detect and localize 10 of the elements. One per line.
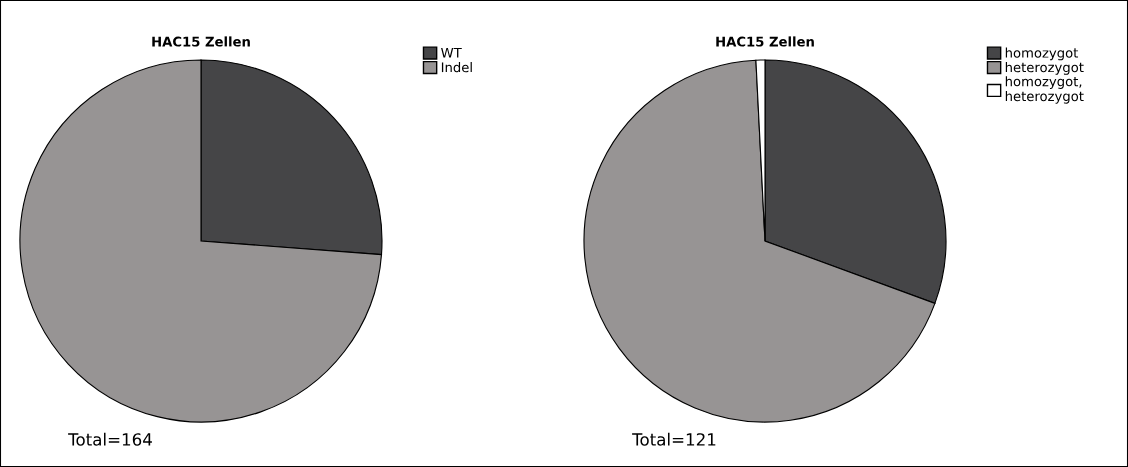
legend-label: heterozygot bbox=[1005, 62, 1084, 75]
legend-label: Indel bbox=[441, 62, 472, 73]
legend-label: homozygot bbox=[1005, 47, 1079, 61]
legend-label: homozygot, heterozygot bbox=[1005, 76, 1084, 104]
text: Total=121 bbox=[632, 432, 716, 446]
chart-title: HAC15 Zellen bbox=[152, 36, 250, 47]
pie-slice bbox=[19, 59, 383, 423]
legend-label: WT bbox=[441, 47, 462, 58]
chart-title: HAC15 Zellen bbox=[716, 36, 814, 47]
text: Total=164 bbox=[68, 432, 152, 446]
